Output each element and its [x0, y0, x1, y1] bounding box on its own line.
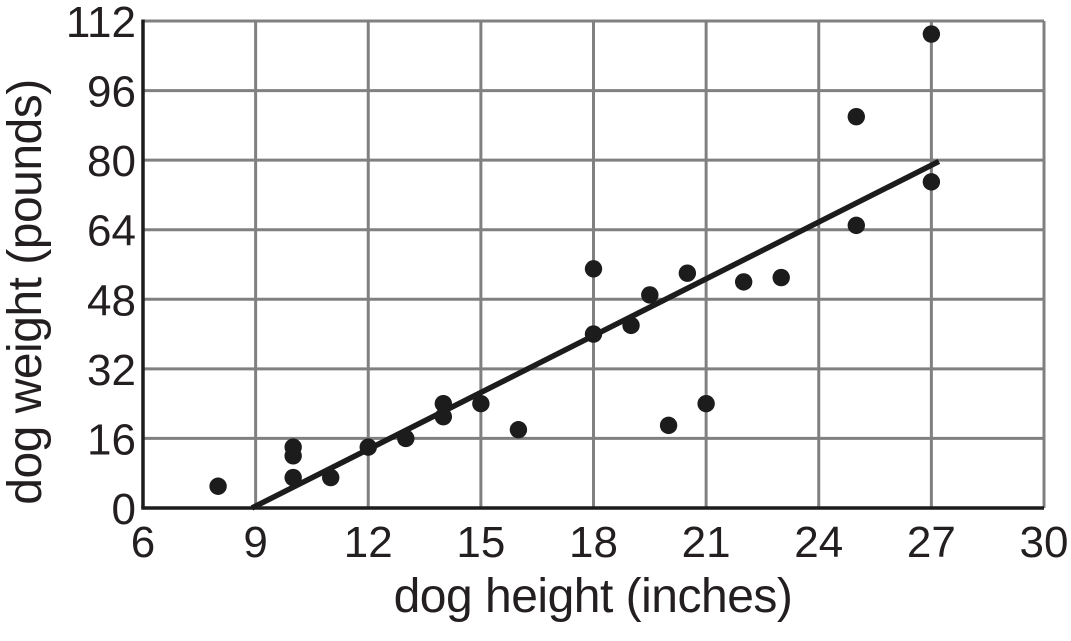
data-point: [678, 264, 697, 282]
data-point: [284, 438, 302, 456]
data-point: [584, 260, 603, 278]
data-point: [772, 268, 790, 287]
axis-layer: [141, 19, 1044, 510]
x-tick-label: 27: [907, 518, 956, 567]
data-point: [584, 325, 603, 343]
x-tick-label: 12: [344, 518, 393, 567]
data-point: [322, 468, 340, 487]
data-point: [472, 394, 490, 413]
data-point: [509, 421, 528, 439]
data-point: [641, 286, 659, 304]
data-point: [209, 477, 227, 495]
y-tick-label: 0: [112, 485, 136, 534]
x-tick-label: 6: [131, 518, 155, 567]
y-tick-label: 112: [66, 0, 136, 47]
data-point: [284, 468, 302, 487]
grid-layer: [143, 19, 1046, 508]
data-point: [847, 107, 865, 126]
data-point: [922, 25, 941, 43]
data-point: [359, 438, 377, 456]
data-point: [697, 394, 715, 413]
data-point: [397, 429, 415, 448]
data-point: [847, 216, 865, 235]
y-tick-label: 32: [87, 346, 136, 395]
data-point: [922, 173, 941, 191]
x-tick-label: 18: [569, 518, 618, 567]
data-point: [434, 407, 453, 426]
x-tick-label: 15: [456, 518, 505, 567]
y-axis-title: dog weight (pounds): [0, 79, 52, 504]
x-tick-label: 24: [794, 518, 843, 567]
label-layer: dog height (inches) dog weight (pounds) …: [0, 0, 1068, 623]
point-layer: [209, 25, 941, 495]
x-tick-label: 9: [243, 518, 267, 567]
y-tick-label: 48: [87, 276, 136, 325]
x-tick-label: 21: [682, 518, 731, 567]
data-point: [622, 316, 640, 335]
y-tick-label: 64: [87, 207, 136, 256]
y-tick-label: 80: [87, 137, 136, 186]
x-axis-title: dog height (inches): [394, 570, 793, 623]
y-tick-label: 96: [87, 68, 136, 117]
x-tick-label: 30: [1020, 518, 1069, 567]
data-point: [734, 273, 753, 291]
data-point: [659, 416, 678, 435]
data-point: [434, 394, 453, 413]
y-tick-label: 16: [87, 415, 136, 464]
